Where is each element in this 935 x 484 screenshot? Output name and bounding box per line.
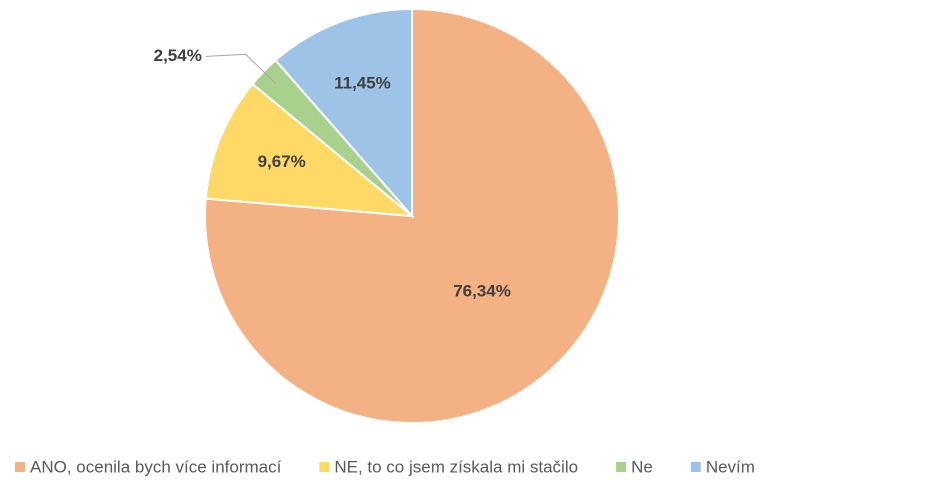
legend-swatch <box>319 462 330 472</box>
pie-slice <box>204 82 416 218</box>
legend-label: NE, to co jsem získala mi stačilo <box>334 457 578 476</box>
legend-swatch <box>690 462 701 472</box>
legend-swatch <box>616 462 627 472</box>
legend-label: Nevím <box>706 457 755 476</box>
leader-line <box>205 53 276 84</box>
data-label: 76,34% <box>453 282 511 301</box>
data-label: 11,45% <box>334 74 391 93</box>
data-label: 2,54% <box>154 46 202 65</box>
legend-label: ANO, ocenila bych více informací <box>30 457 282 476</box>
data-label: 9,67% <box>258 152 306 171</box>
pie-slice <box>274 7 413 219</box>
legend-label: Ne <box>631 457 653 476</box>
legend-swatch <box>15 462 25 472</box>
